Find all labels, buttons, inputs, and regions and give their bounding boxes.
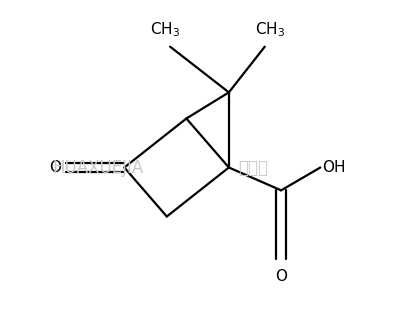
Text: CH$_3$: CH$_3$	[255, 21, 285, 40]
Text: HUAXUEJIA: HUAXUEJIA	[52, 158, 144, 177]
Text: O: O	[49, 160, 62, 175]
Text: 化学加: 化学加	[239, 158, 269, 177]
Text: OH: OH	[322, 160, 346, 175]
Text: CH$_3$: CH$_3$	[150, 21, 180, 40]
Text: O: O	[275, 269, 287, 284]
